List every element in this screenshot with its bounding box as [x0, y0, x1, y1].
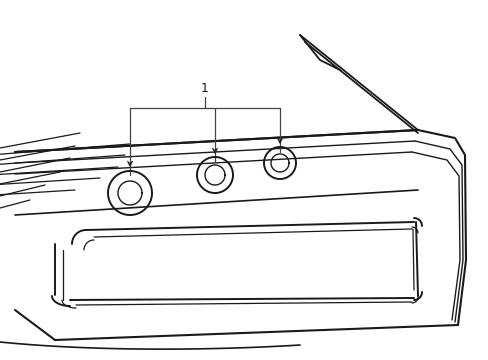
Text: 1: 1 [201, 82, 208, 95]
